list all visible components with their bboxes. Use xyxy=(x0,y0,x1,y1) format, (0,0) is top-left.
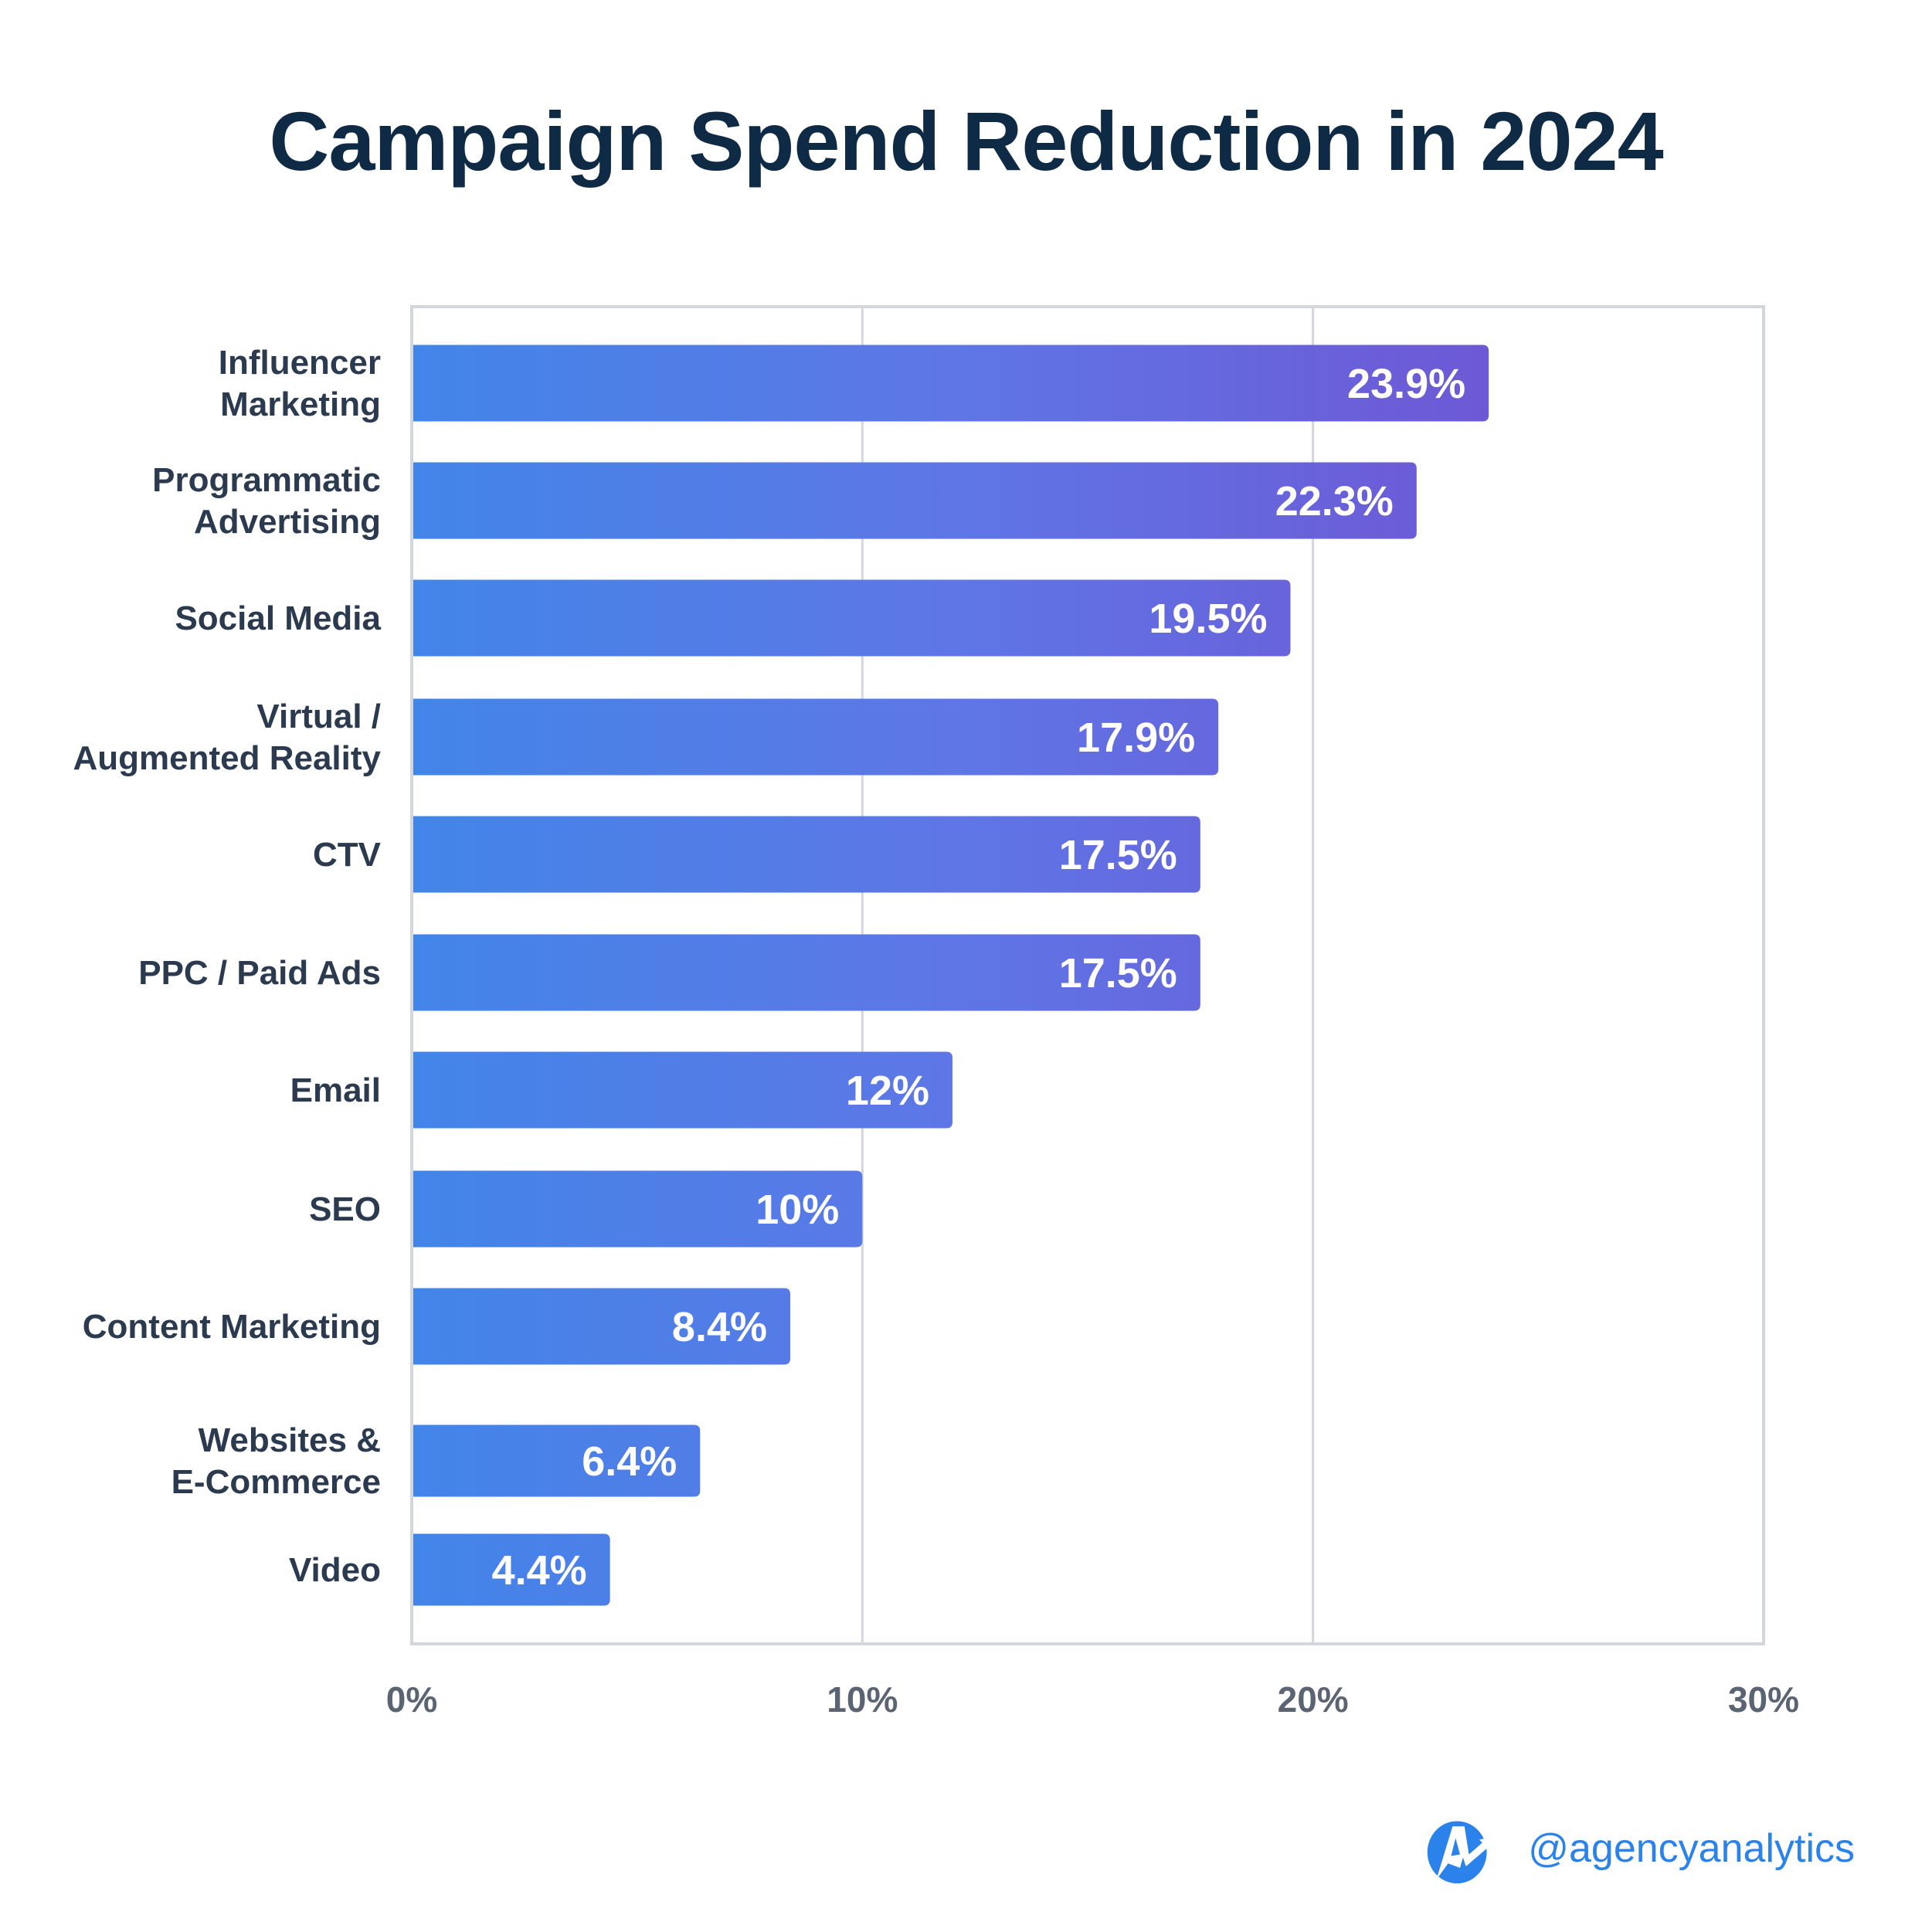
category-label: Video xyxy=(289,1551,381,1589)
brand-footer: @agencyanalytics xyxy=(1423,1811,1855,1886)
brand-handle: @agencyanalytics xyxy=(1528,1826,1855,1871)
label-layer: 23.9% Influencer Marketing 22.3% Programmati… xyxy=(73,344,1465,1594)
category-label: PPC / Paid Ads xyxy=(138,954,381,992)
bar-value-label: 19.5% xyxy=(1149,596,1267,642)
bar-layer xyxy=(413,345,1489,1606)
bar xyxy=(413,1424,701,1497)
category-label: Websites & E-Commerce xyxy=(171,1421,381,1501)
category-label-line: Advertising xyxy=(194,503,381,541)
bar xyxy=(413,1533,610,1606)
category-label-line: PPC / Paid Ads xyxy=(138,954,381,992)
plot-frame xyxy=(410,305,1765,1645)
bar xyxy=(413,1051,952,1129)
bar-value-label: 12% xyxy=(846,1068,929,1114)
category-label-line: Programmatic xyxy=(152,461,381,499)
category-label-line: Marketing xyxy=(220,385,381,423)
category-label-line: E-Commerce xyxy=(171,1463,381,1501)
bar xyxy=(413,579,1291,657)
bar xyxy=(413,462,1417,539)
bar-value-label: 10% xyxy=(755,1187,839,1233)
bar-value-label: 17.5% xyxy=(1059,950,1177,997)
category-label-line: SEO xyxy=(309,1190,381,1228)
category-label-line: Email xyxy=(290,1071,381,1109)
category-label-line: CTV xyxy=(313,836,382,874)
chart-title: Campaign Spend Reduction in 2024 xyxy=(269,94,1663,188)
category-label-line: Social Media xyxy=(175,599,381,637)
category-label: SEO xyxy=(309,1190,381,1228)
category-label: Virtual / Augmented Reality xyxy=(73,698,381,777)
category-label-line: Augmented Reality xyxy=(73,739,381,777)
bar-value-label: 17.5% xyxy=(1059,832,1177,878)
bar xyxy=(413,816,1200,893)
category-label: Email xyxy=(290,1071,381,1109)
category-label: Programmatic Advertising xyxy=(152,461,381,541)
category-label: Social Media xyxy=(175,599,381,637)
category-label-line: Influencer xyxy=(219,344,381,382)
bar xyxy=(413,698,1219,776)
x-tick-label: 30% xyxy=(1728,1679,1799,1720)
category-label-line: Video xyxy=(289,1551,381,1589)
bar-value-label: 23.9% xyxy=(1347,361,1465,407)
category-label-line: Websites & xyxy=(199,1421,381,1459)
bar-value-label: 6.4% xyxy=(582,1438,677,1485)
bar-value-label: 8.4% xyxy=(672,1304,767,1350)
x-tick-label: 20% xyxy=(1278,1679,1349,1720)
bar xyxy=(413,345,1489,422)
bar xyxy=(413,934,1200,1011)
category-label: Influencer Marketing xyxy=(219,344,381,423)
category-label-line: Virtual / xyxy=(256,698,381,735)
tick-layer: 0% 10% 20% 30% xyxy=(386,1679,1799,1720)
x-tick-label: 0% xyxy=(386,1679,437,1720)
bar xyxy=(413,1288,790,1365)
category-label: CTV xyxy=(313,836,382,874)
category-label-line: Content Marketing xyxy=(83,1308,381,1346)
bar-value-label: 4.4% xyxy=(492,1547,587,1594)
bar-value-label: 17.9% xyxy=(1077,715,1195,761)
bar-value-label: 22.3% xyxy=(1275,478,1394,525)
category-label: Content Marketing xyxy=(83,1308,381,1346)
bar xyxy=(413,1170,863,1248)
agencyanalytics-logo-icon xyxy=(1427,1821,1495,1884)
x-tick-label: 10% xyxy=(827,1679,898,1720)
